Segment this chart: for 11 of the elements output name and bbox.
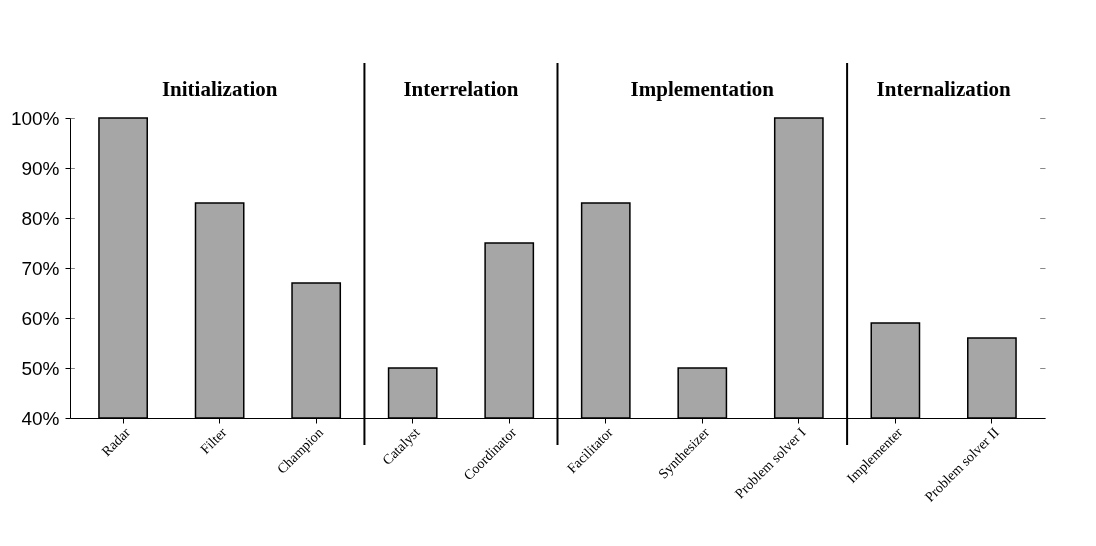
y-tick-label: 40% <box>21 407 60 429</box>
band-label: Interrelation <box>403 77 519 101</box>
y-tick-label: 80% <box>21 207 60 229</box>
y-tick-label: 100% <box>10 107 60 129</box>
y-tick-label: 60% <box>21 307 60 329</box>
band-label: Internalization <box>876 77 1012 101</box>
y-tick-label: 90% <box>21 157 60 179</box>
y-tick-label: 70% <box>21 257 60 279</box>
band-label: Initialization <box>161 77 278 101</box>
band-label: Implementation <box>630 77 775 101</box>
y-tick-label: 50% <box>21 357 60 379</box>
